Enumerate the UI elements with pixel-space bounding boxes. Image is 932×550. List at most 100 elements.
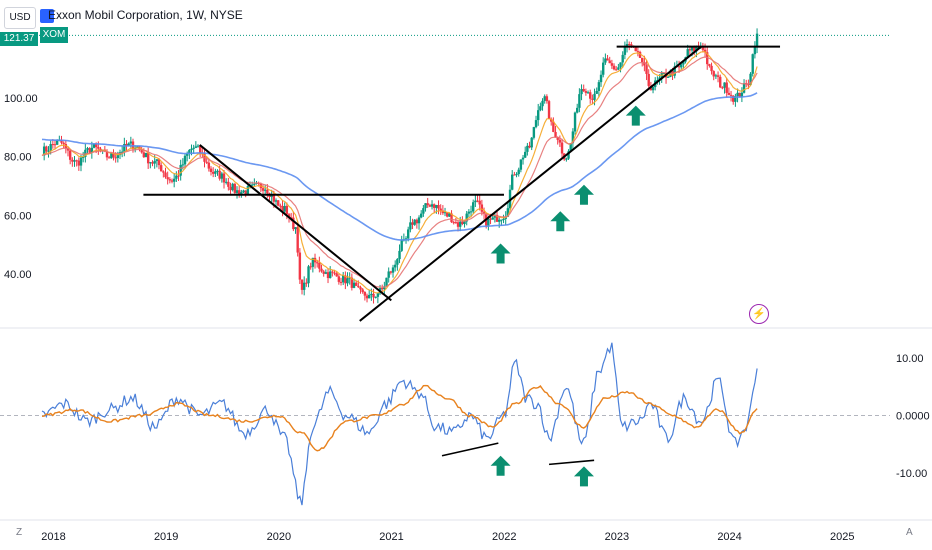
oscillator-line xyxy=(41,342,758,506)
lightning-bolt-icon[interactable]: ⚡ xyxy=(749,304,769,324)
oscillator-tick-label: 0.0000 xyxy=(896,411,930,423)
candle-body xyxy=(370,293,373,295)
candle-body xyxy=(97,146,100,149)
candle-body xyxy=(214,171,217,174)
candle-body xyxy=(532,127,536,138)
candle-body xyxy=(552,121,555,132)
candle-body xyxy=(92,144,96,148)
ticker-badge: XOM xyxy=(40,27,68,43)
candle-body xyxy=(419,213,423,218)
candle-body xyxy=(194,146,198,148)
candle-body xyxy=(341,275,345,283)
candle-body xyxy=(610,63,614,66)
candle-body xyxy=(461,221,464,225)
candle-body xyxy=(305,282,308,284)
candle-body xyxy=(367,294,371,299)
price-tick-label: 60.00 xyxy=(4,210,32,222)
candle-body xyxy=(517,169,520,175)
candle-body xyxy=(634,47,637,52)
candle-body xyxy=(487,218,490,226)
candle-body xyxy=(602,62,605,75)
candle-body xyxy=(450,213,453,223)
candle-body xyxy=(556,137,559,140)
candle-body xyxy=(298,252,302,280)
candle-body xyxy=(71,159,74,162)
candle-body xyxy=(478,200,481,205)
candle-body xyxy=(361,289,364,293)
candle-body xyxy=(281,206,284,212)
candle-body xyxy=(586,92,590,94)
candle-body xyxy=(747,84,750,86)
candle-body xyxy=(170,180,174,182)
candle-body xyxy=(599,74,603,83)
candle-body xyxy=(677,66,681,68)
candle-body xyxy=(120,151,124,153)
candle-body xyxy=(279,205,282,207)
candle-body xyxy=(348,277,351,279)
candle-body xyxy=(127,143,130,147)
candle-body xyxy=(142,152,146,158)
candle-body xyxy=(435,205,438,208)
candle-body xyxy=(205,161,208,163)
candle-body xyxy=(489,218,492,220)
currency-selector[interactable]: USD xyxy=(4,7,36,29)
candle-body xyxy=(753,47,757,55)
candle-body xyxy=(528,145,531,148)
candle-body xyxy=(576,107,579,113)
candle-body xyxy=(244,190,247,195)
candle-body xyxy=(498,219,501,222)
candle-body xyxy=(123,143,126,152)
candle-body xyxy=(140,149,143,153)
candle-body xyxy=(454,222,458,224)
candle-body xyxy=(155,159,159,161)
candle-body xyxy=(246,186,250,195)
candle-body xyxy=(474,200,477,203)
candle-body xyxy=(94,144,98,147)
candle-body xyxy=(177,175,180,177)
candle-body xyxy=(192,147,195,149)
candle-body xyxy=(491,217,494,220)
candle-body xyxy=(623,47,627,55)
candle-body xyxy=(237,190,241,196)
candle-body xyxy=(357,285,360,288)
candle-body xyxy=(112,153,115,158)
candle-body xyxy=(344,275,347,284)
candle-body xyxy=(582,89,585,92)
candle-body xyxy=(110,153,113,159)
candle-body xyxy=(673,66,676,76)
corner-label-right[interactable]: A xyxy=(906,527,913,538)
candle-body xyxy=(452,222,455,224)
candle-body xyxy=(749,73,752,85)
candle-body xyxy=(688,49,692,51)
candle-body xyxy=(393,264,397,268)
candle-body xyxy=(114,157,117,159)
price-tick-label: 80.00 xyxy=(4,152,32,164)
trendline xyxy=(359,45,702,322)
candle-body xyxy=(253,183,256,185)
candle-body xyxy=(569,143,572,152)
candle-body xyxy=(424,203,427,209)
candle-body xyxy=(539,106,542,111)
up-arrow-marker xyxy=(625,105,646,126)
candle-body xyxy=(651,87,655,91)
candle-body xyxy=(354,282,358,286)
candle-body xyxy=(682,61,685,65)
candle-body xyxy=(604,58,607,63)
candle-body xyxy=(175,175,178,179)
candle-body xyxy=(220,173,224,179)
moving-average-line xyxy=(41,51,758,294)
candle-body xyxy=(428,205,432,207)
candle-body xyxy=(695,45,698,52)
candle-body xyxy=(274,200,278,202)
candle-body xyxy=(625,43,629,48)
candle-body xyxy=(573,112,577,132)
candle-body xyxy=(645,65,648,74)
candle-body xyxy=(727,92,731,95)
candle-body xyxy=(595,90,598,94)
candle-body xyxy=(346,278,349,284)
up-arrow-marker xyxy=(550,211,571,232)
candle-body xyxy=(638,51,642,58)
candle-body xyxy=(467,211,471,214)
candle-body xyxy=(537,110,540,121)
